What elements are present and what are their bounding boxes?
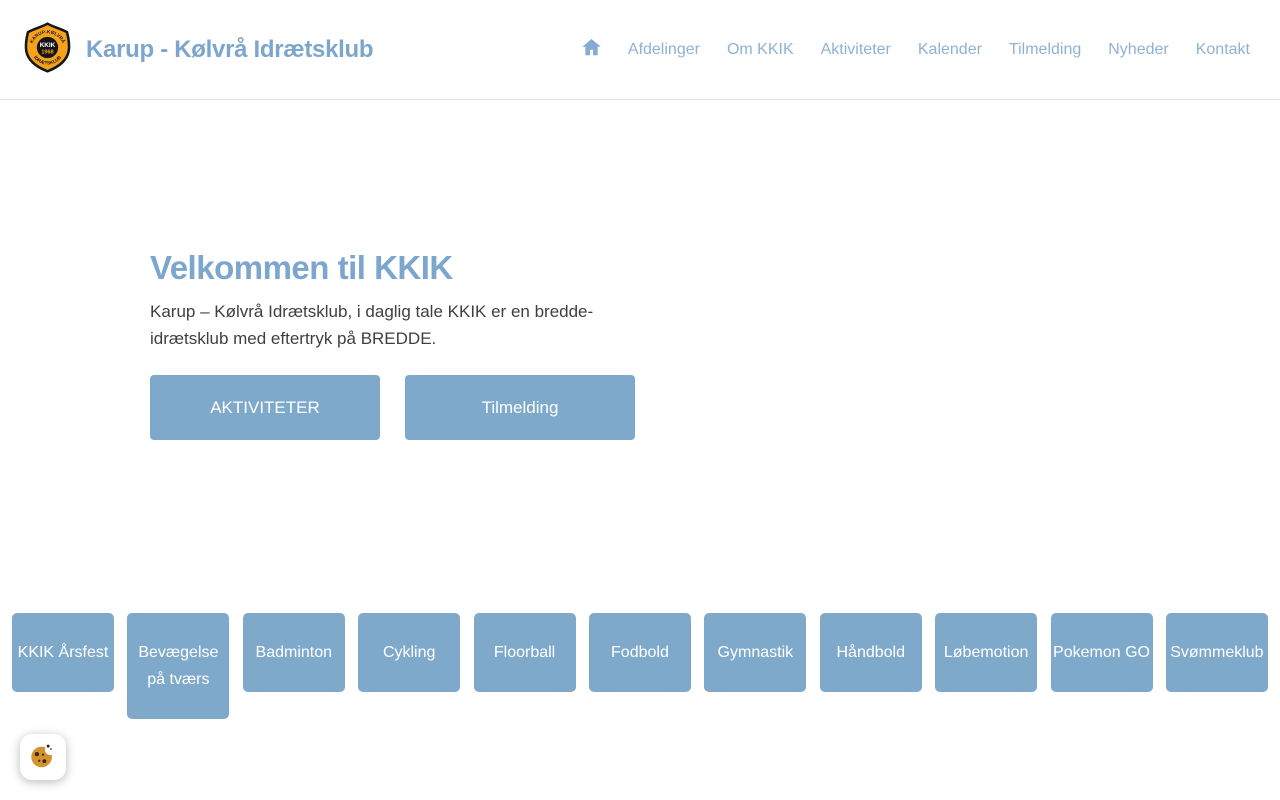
svg-text:KKIK: KKIK [40,42,56,49]
club-logo-icon: KARUP-KØLVRÅ IDRÆTSKLUB KKIK 1968 [22,21,73,78]
hero-buttons: AKTIVITETER Tilmelding [150,375,670,440]
nav-item-nyheder[interactable]: Nyheder [1108,40,1169,58]
nav-home-link[interactable] [582,38,601,61]
activity-card-loebemotion[interactable]: Løbemotion [935,613,1038,692]
nav-item-om-kkik[interactable]: Om KKIK [726,40,794,58]
tilmelding-button[interactable]: Tilmelding [405,375,635,440]
main-nav: Afdelinger Om KKIK Aktiviteter Kalender … [582,38,1250,61]
activity-card-badminton[interactable]: Badminton [242,613,345,692]
activity-card-bevaegelse-paa-tvaers[interactable]: Bevægelse på tværs [127,613,230,719]
hero-description: Karup – Kølvrå Idrætsklub, i daglig tale… [150,302,594,348]
activity-card-pokemon-go[interactable]: Pokemon GO [1050,613,1153,692]
cookie-icon [28,741,58,774]
nav-item-afdelinger[interactable]: Afdelinger [627,40,700,58]
activity-card-cykling[interactable]: Cykling [358,613,461,692]
cookie-consent-button[interactable] [20,734,66,780]
hero-section: Velkommen til KKIK Karup – Kølvrå Idræts… [150,250,670,440]
aktiviteter-button[interactable]: AKTIVITETER [150,375,380,440]
activity-card-haandbold[interactable]: Håndbold [819,613,922,692]
nav-item-tilmelding[interactable]: Tilmelding [1008,40,1082,58]
activities-row: KKIK Årsfest Bevægelse på tværs Badminto… [12,613,1268,719]
activity-card-gymnastik[interactable]: Gymnastik [704,613,807,692]
home-icon [582,38,601,61]
svg-text:1968: 1968 [41,49,53,55]
activity-card-svoemmeklub[interactable]: Svømmeklub [1165,613,1268,692]
activity-card-floorball[interactable]: Floorball [473,613,576,692]
brand-home-link[interactable]: KARUP-KØLVRÅ IDRÆTSKLUB KKIK 1968 Karup … [22,21,374,78]
nav-item-kalender[interactable]: Kalender [917,40,982,58]
site-header: KARUP-KØLVRÅ IDRÆTSKLUB KKIK 1968 Karup … [0,0,1280,100]
nav-item-kontakt[interactable]: Kontakt [1195,40,1250,58]
site-title: Karup - Kølvrå Idrætsklub [86,35,374,63]
nav-item-aktiviteter[interactable]: Aktiviteter [820,40,891,58]
page-title: Velkommen til KKIK [150,249,453,286]
activity-card-fodbold[interactable]: Fodbold [588,613,691,692]
activity-card-kkik-aarsfest[interactable]: KKIK Årsfest [12,613,114,692]
